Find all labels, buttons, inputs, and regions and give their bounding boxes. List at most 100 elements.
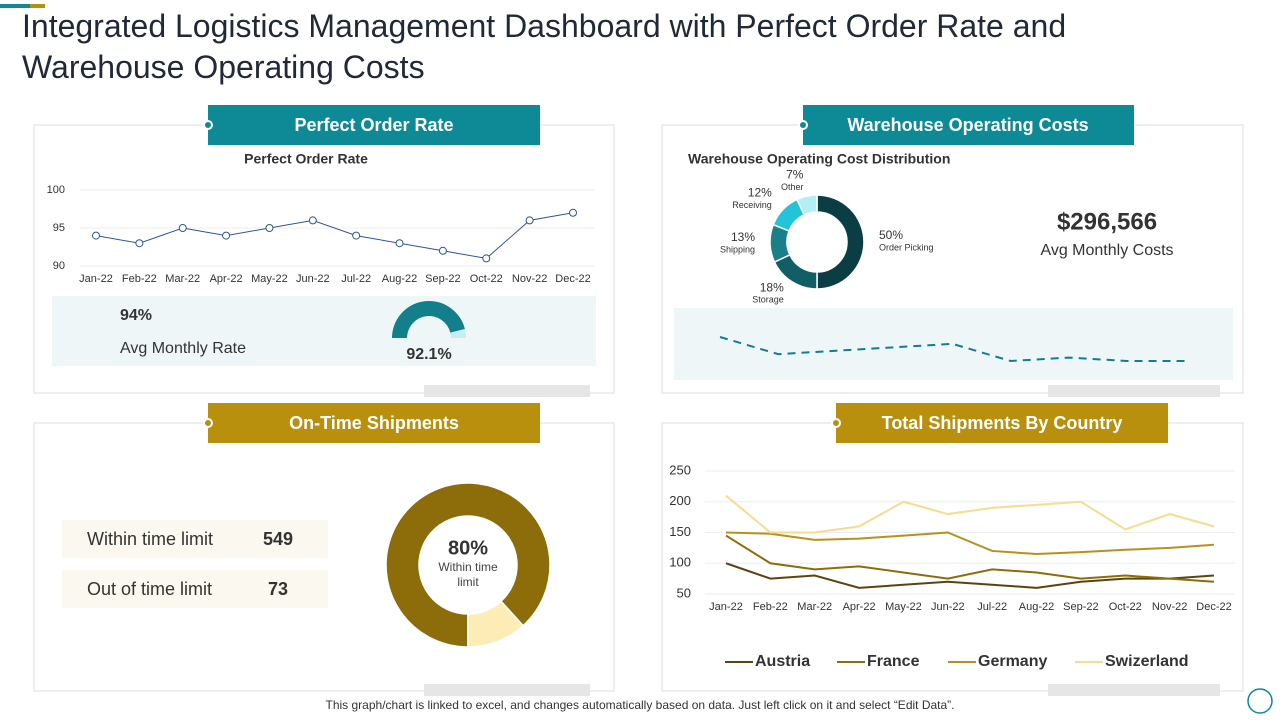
x-tick-label: Oct-22 — [1109, 601, 1142, 613]
series-line — [725, 562, 1215, 589]
y-tick-label: 90 — [53, 260, 65, 272]
stat-value: $296,566 — [1057, 208, 1157, 235]
point — [178, 224, 187, 232]
x-tick-label: Dec-22 — [555, 273, 590, 285]
x-tick-label: Sep-22 — [1063, 601, 1098, 613]
header-dot — [203, 418, 213, 428]
slice-label: 12% — [748, 186, 772, 200]
panel-title: Total Shipments By Country — [882, 413, 1123, 433]
point — [525, 216, 534, 225]
point — [352, 231, 361, 240]
center-text-box: Within time limit — [438, 560, 498, 589]
x-tick-label: Jan-22 — [79, 273, 113, 285]
slice-name: Receiving — [732, 200, 772, 210]
slice-label: 7% — [786, 168, 804, 182]
decor-hatch — [424, 684, 590, 696]
stat-band — [674, 308, 1233, 380]
series-line — [725, 494, 1215, 534]
slice-label: 13% — [731, 230, 755, 244]
slice — [795, 194, 818, 216]
slice — [816, 194, 865, 290]
x-tick-label: Feb-22 — [753, 601, 788, 613]
slice-label: 50% — [879, 228, 903, 242]
header-dot — [831, 418, 841, 428]
stat-number: 549 — [263, 529, 293, 549]
stat-number: 73 — [268, 579, 288, 599]
slice-name: Shipping — [720, 244, 755, 254]
gauge-fill — [392, 301, 465, 338]
x-tick-label: Feb-22 — [122, 273, 157, 285]
center-text: Within time limit — [438, 560, 498, 589]
gauge-label: 92.1% — [406, 346, 451, 363]
page-title: Integrated Logistics Management Dashboar… — [22, 8, 1067, 85]
stat-value: 94% — [120, 307, 152, 324]
panel-header — [803, 105, 1134, 145]
x-tick-label: Oct-22 — [470, 273, 503, 285]
stat-name: Out of time limit — [87, 579, 212, 599]
panel-title: On-Time Shipments — [289, 413, 459, 433]
point — [482, 254, 491, 263]
accent — [0, 4, 30, 8]
x-tick-label: Jun-22 — [931, 601, 965, 613]
x-tick-label: Aug-22 — [1019, 601, 1054, 613]
x-tick-label: Jul-22 — [977, 601, 1007, 613]
stat-label: Avg Monthly Rate — [120, 340, 246, 357]
x-tick-label: Aug-22 — [382, 273, 417, 285]
stat-band — [52, 296, 596, 366]
y-tick-label: 100 — [669, 555, 691, 570]
slice-name: Storage — [752, 295, 784, 305]
x-tick-label: Nov-22 — [512, 273, 547, 285]
stat-label: Avg Monthly Costs — [1040, 242, 1173, 259]
y-tick-label: 50 — [677, 585, 691, 600]
y-tick-label: 150 — [669, 524, 691, 539]
point — [308, 216, 317, 225]
point — [395, 239, 404, 248]
series-line — [95, 212, 574, 259]
x-tick-label: Dec-22 — [1196, 601, 1231, 613]
x-tick-label: Sep-22 — [425, 273, 460, 285]
point — [438, 246, 447, 255]
legend-label: France — [867, 653, 920, 670]
panel-title: Warehouse Operating Costs — [847, 115, 1088, 135]
point — [92, 231, 100, 240]
panel-header — [208, 403, 540, 443]
x-tick-label: Mar-22 — [165, 273, 200, 285]
sparkline — [719, 336, 1185, 363]
decor-hatch — [1048, 684, 1220, 696]
x-tick-label: May-22 — [251, 273, 288, 285]
stat-name: Within time limit — [87, 529, 213, 549]
legend-label: Germany — [978, 653, 1047, 670]
legend-label: Swizerland — [1105, 653, 1189, 670]
panel-header — [836, 403, 1168, 443]
stat-box — [62, 570, 328, 608]
y-tick-label: 250 — [669, 462, 691, 477]
decor-hatch — [1048, 385, 1220, 397]
panel-title: Perfect Order Rate — [294, 115, 453, 135]
y-tick-label: 100 — [47, 184, 65, 196]
chart-title: Warehouse Operating Cost Distribution — [688, 151, 950, 167]
slice — [385, 482, 551, 648]
header-dot — [203, 120, 213, 130]
series-line — [725, 531, 1215, 556]
x-tick-label: Nov-22 — [1152, 601, 1187, 613]
stat-box — [62, 520, 328, 558]
point — [135, 239, 144, 248]
center-label: 80% — [448, 537, 488, 559]
x-tick-label: Apr-22 — [843, 601, 876, 613]
slice-label: 18% — [760, 281, 784, 295]
header-dot — [798, 120, 808, 130]
accent — [30, 4, 45, 8]
chart-title: Perfect Order Rate — [244, 151, 368, 167]
corner-circle — [1247, 688, 1273, 714]
x-tick-label: Mar-22 — [797, 601, 832, 613]
footer-note: This graph/chart is linked to excel, and… — [326, 698, 955, 712]
x-tick-label: Jan-22 — [709, 601, 743, 613]
slice — [467, 600, 525, 648]
x-tick-label: Jul-22 — [341, 273, 371, 285]
panel-header — [208, 105, 540, 145]
point — [265, 224, 274, 232]
series-line — [725, 534, 1215, 583]
point — [222, 231, 231, 240]
